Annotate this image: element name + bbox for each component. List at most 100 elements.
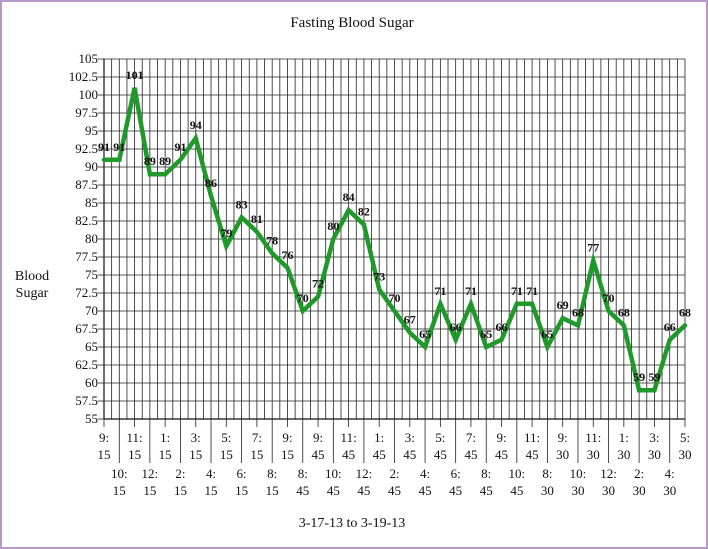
data-label: 79: [220, 226, 232, 240]
x-tick-label-hour: 8:: [481, 466, 491, 481]
x-tick-label-minute: 45: [510, 483, 523, 498]
x-axis-label: 3-17-13 to 3-19-13: [298, 516, 406, 531]
x-tick-label-hour: 5:: [435, 430, 445, 445]
y-tick-label: 60: [85, 375, 98, 390]
x-tick-label-minute: 45: [296, 483, 309, 498]
x-tick-label-minute: 30: [633, 483, 646, 498]
data-label: 73: [373, 269, 385, 283]
x-tick-label-minute: 15: [128, 447, 141, 462]
x-tick-label-minute: 30: [541, 483, 554, 498]
data-label: 68: [618, 305, 630, 319]
y-tick-label: 102.5: [69, 69, 98, 84]
x-tick-label-hour: 9:: [313, 430, 323, 445]
x-tick-label-minute: 45: [449, 483, 462, 498]
x-tick-label-hour: 8:: [298, 466, 308, 481]
x-tick-label-hour: 11:: [585, 430, 601, 445]
x-tick-label-minute: 15: [98, 447, 111, 462]
x-tick-label-hour: 3:: [191, 430, 201, 445]
x-tick-label-hour: 11:: [341, 430, 357, 445]
data-label: 84: [343, 190, 355, 204]
x-tick-label-minute: 45: [526, 447, 539, 462]
data-label: 94: [190, 118, 202, 132]
x-tick-label-hour: 6:: [451, 466, 461, 481]
y-tick-label: 72.5: [75, 285, 98, 300]
x-tick-label-hour: 9:: [99, 430, 109, 445]
x-tick-label-hour: 9:: [558, 430, 568, 445]
x-tick-label-minute: 15: [143, 483, 156, 498]
data-label: 86: [205, 176, 217, 190]
data-label: 68: [572, 305, 584, 319]
data-label: 81: [251, 212, 263, 226]
x-tick-label-minute: 15: [205, 483, 218, 498]
data-label: 91: [98, 140, 110, 154]
x-tick-label-minute: 15: [174, 483, 187, 498]
x-tick-label-hour: 9:: [282, 430, 292, 445]
data-label: 65: [419, 327, 431, 341]
x-tick-label-hour: 10:: [111, 466, 128, 481]
y-tick-label: 67.5: [75, 321, 98, 336]
x-tick-label-minute: 30: [617, 447, 630, 462]
series-line: [101, 87, 688, 393]
data-label: 89: [159, 154, 171, 168]
x-tick-label-hour: 4:: [206, 466, 216, 481]
data-label: 89: [144, 154, 156, 168]
x-tick-label-hour: 10:: [570, 466, 587, 481]
y-tick-label: 85: [85, 195, 98, 210]
y-tick-label: 70: [85, 303, 98, 318]
x-tick-label-hour: 3:: [649, 430, 659, 445]
x-tick-label-hour: 4:: [665, 466, 675, 481]
data-label: 70: [603, 291, 615, 305]
data-label: 78: [266, 233, 278, 247]
data-label: 65: [480, 327, 492, 341]
x-tick-label-minute: 45: [480, 483, 493, 498]
y-tick-label: 57.5: [75, 393, 98, 408]
x-tick-label-minute: 30: [556, 447, 569, 462]
x-tick-label-minute: 15: [235, 483, 248, 498]
data-label: 69: [557, 298, 569, 312]
x-tick-label-hour: 3:: [405, 430, 415, 445]
x-tick-label-hour: 12:: [142, 466, 159, 481]
x-tick-label-minute: 45: [357, 483, 370, 498]
x-tick-label-minute: 30: [602, 483, 615, 498]
x-tick-label-hour: 1:: [160, 430, 170, 445]
y-tick-label: 75: [85, 267, 98, 282]
x-tick-label-hour: 10:: [325, 466, 342, 481]
y-tick-label: 97.5: [75, 105, 98, 120]
x-tick-label-minute: 45: [464, 447, 477, 462]
x-tick-label-minute: 45: [419, 483, 432, 498]
y-tick-label: 65: [85, 339, 98, 354]
chart-title: Fasting Blood Sugar: [290, 15, 414, 31]
x-tick-label-minute: 15: [220, 447, 233, 462]
data-label: 82: [358, 205, 370, 219]
y-tick-label: 100: [79, 87, 99, 102]
x-tick-label-hour: 10:: [509, 466, 526, 481]
data-label: 70: [389, 291, 401, 305]
x-tick-label-minute: 45: [327, 483, 340, 498]
x-tick-label-minute: 45: [388, 483, 401, 498]
data-label: 83: [236, 197, 248, 211]
data-label: 71: [511, 284, 523, 298]
x-tick-label-hour: 2:: [389, 466, 399, 481]
x-tick-label-hour: 8:: [267, 466, 277, 481]
data-label: 59: [633, 370, 645, 384]
x-tick-label-hour: 11:: [524, 430, 540, 445]
x-tick-label-minute: 45: [342, 447, 355, 462]
data-label: 66: [496, 320, 508, 334]
x-tick-label-minute: 45: [312, 447, 325, 462]
x-tick-label-hour: 1:: [619, 430, 629, 445]
x-tick-label-hour: 7:: [466, 430, 476, 445]
data-label: 66: [450, 320, 462, 334]
x-tick-label-hour: 5:: [221, 430, 231, 445]
x-tick-label-minute: 30: [587, 447, 600, 462]
data-label: 91: [113, 140, 125, 154]
data-label: 66: [664, 320, 676, 334]
x-tick-label-minute: 15: [266, 483, 279, 498]
x-tick-label-minute: 30: [679, 447, 692, 462]
data-label: 101: [126, 68, 144, 82]
y-tick-label: 77.5: [75, 249, 98, 264]
x-tick-label-minute: 30: [571, 483, 584, 498]
x-tick-label-hour: 6:: [237, 466, 247, 481]
x-tick-label-hour: 12:: [356, 466, 373, 481]
y-tick-label: 95: [85, 123, 98, 138]
